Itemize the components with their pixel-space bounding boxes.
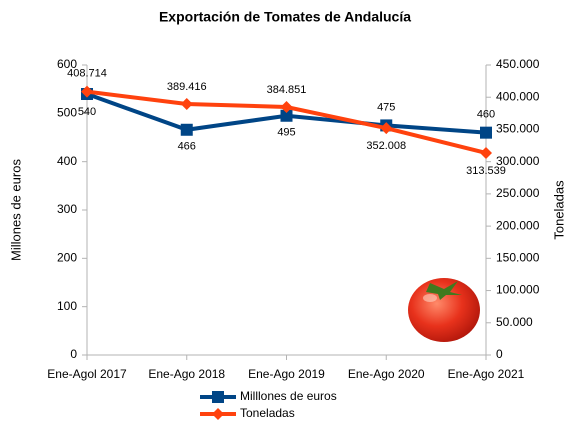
x-tick-label: Ene-Ago 2019: [248, 367, 325, 381]
data-label: 540: [78, 106, 96, 118]
y2-tick-label: 300.000: [496, 154, 540, 168]
y-tick-label: 600: [57, 57, 77, 71]
y2-axis-label: Toneladas: [551, 180, 566, 240]
data-label: 408.714: [67, 68, 107, 80]
y-tick-label: 500: [57, 106, 77, 120]
chart-title: Exportación de Tomates de Andalucía: [159, 9, 411, 25]
series-line: [86, 89, 487, 155]
y2-tick-label: 150.000: [496, 251, 540, 265]
marker: [180, 98, 193, 111]
marker: [280, 109, 293, 122]
legend-label: Milllones de euros: [240, 389, 337, 403]
y2-tick-label: 200.000: [496, 218, 540, 232]
y2-tick-label: 100.000: [496, 283, 540, 297]
y2-tick-label: 250.000: [496, 186, 540, 200]
y-tick-label: 400: [57, 154, 77, 168]
marker: [480, 146, 492, 159]
marker: [280, 100, 293, 113]
marker: [212, 391, 224, 403]
marker: [380, 122, 393, 135]
y-tick-label: 100: [57, 299, 77, 313]
y2-tick-label: 0: [496, 347, 503, 361]
y-tick-label: 0: [70, 347, 77, 361]
data-label: 389.416: [167, 81, 207, 93]
y-tick-label: 300: [57, 202, 77, 216]
tomato-image: [408, 278, 480, 342]
marker: [212, 408, 224, 420]
marker: [480, 126, 492, 139]
data-label: 460: [477, 109, 495, 121]
data-label: 475: [377, 101, 395, 113]
x-tick-label: Ene-Agol 2017: [47, 367, 127, 381]
legend-label: Toneladas: [240, 406, 295, 420]
marker: [180, 123, 193, 136]
y2-tick-label: 50.000: [496, 315, 533, 329]
data-label: 384.851: [267, 84, 307, 96]
y2-tick-label: 450.000: [496, 57, 540, 71]
y-tick-label: 200: [57, 251, 77, 265]
data-label: 313.539: [466, 165, 506, 177]
x-tick-label: Ene-Ago 2020: [348, 367, 425, 381]
data-label: 466: [178, 141, 196, 153]
y2-tick-label: 400.000: [496, 89, 540, 103]
x-tick-label: Ene-Ago 2021: [448, 367, 525, 381]
y2-tick-label: 350.000: [496, 122, 540, 136]
data-label: 352.008: [366, 140, 406, 152]
x-tick-label: Ene-Ago 2018: [148, 367, 225, 381]
data-label: 495: [277, 127, 295, 139]
marker: [81, 85, 93, 98]
y-axis-label: Millones de euros: [8, 159, 23, 261]
